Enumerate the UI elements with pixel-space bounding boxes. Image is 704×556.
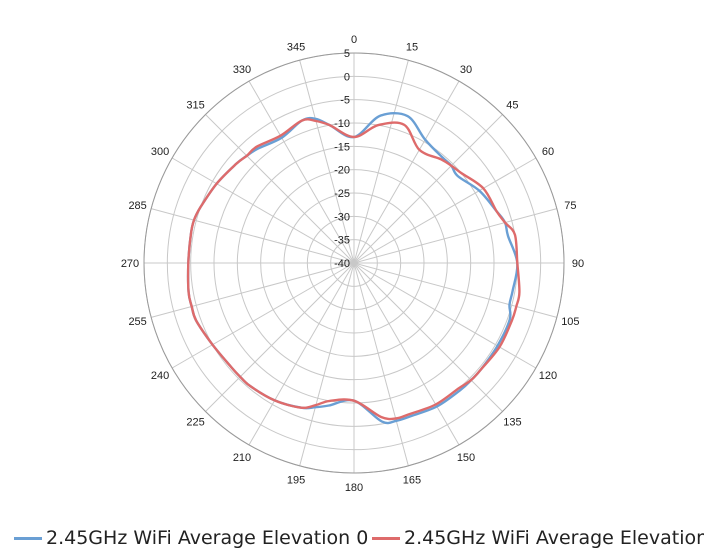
grid-spoke <box>248 80 355 264</box>
angle-tick-label: 135 <box>503 416 521 428</box>
angle-tick-label: 195 <box>287 474 305 486</box>
angle-tick-label: 300 <box>151 146 169 158</box>
grid-spoke <box>205 114 355 264</box>
grid-spoke <box>171 262 355 369</box>
radial-tick-label: -30 <box>334 211 350 223</box>
angle-tick-label: 90 <box>572 258 584 270</box>
grid-spoke <box>353 60 409 264</box>
grid-spoke <box>353 114 503 264</box>
angle-tick-label: 30 <box>460 64 472 76</box>
angle-tick-label: 105 <box>561 316 579 328</box>
angle-tick-label: 15 <box>406 42 418 54</box>
angle-tick-label: 345 <box>287 42 305 54</box>
grid-spoke <box>151 208 355 264</box>
grid-spoke <box>353 262 557 318</box>
angle-tick-label: 210 <box>233 452 251 464</box>
angle-tick-labels: 0 15 30 45 60 75 90 105 120 135 150 165 180 195 210 225… <box>121 34 584 494</box>
radial-tick-label: -35 <box>334 235 350 247</box>
grid-spoke <box>353 262 460 446</box>
radial-tick-label: -10 <box>334 118 350 130</box>
grid-spoke <box>299 60 355 264</box>
radial-tick-label: -15 <box>334 141 350 153</box>
angle-tick-label: 0 <box>351 34 357 46</box>
angle-tick-label: 240 <box>151 370 169 382</box>
legend: 2.45GHz WiFi Average Elevation 0 2.45GHz… <box>0 520 704 556</box>
angle-tick-label: 270 <box>121 258 139 270</box>
grid-spoke <box>353 208 557 264</box>
radial-tick-label: 0 <box>344 71 350 83</box>
legend-swatch-elevation-0 <box>14 536 42 540</box>
grid-spoke <box>151 262 355 318</box>
grid-outer-ring <box>143 52 565 474</box>
legend-swatch-elevation-90 <box>372 536 400 540</box>
angle-tick-label: 330 <box>233 64 251 76</box>
angle-tick-label: 315 <box>186 100 204 112</box>
grid-spoke <box>171 157 355 264</box>
angle-tick-label: 60 <box>542 146 554 158</box>
radial-tick-label: -20 <box>334 165 350 177</box>
radial-tick-label: 5 <box>344 48 350 60</box>
series-line-elevation-90 <box>186 118 521 421</box>
radial-tick-label: -25 <box>334 188 350 200</box>
grid-spoke <box>353 157 537 264</box>
angle-tick-label: 165 <box>403 474 421 486</box>
angle-tick-label: 180 <box>345 482 363 494</box>
grid-spoke <box>353 80 460 264</box>
grid-spoke <box>299 262 355 466</box>
polar-chart: 0 15 30 45 60 75 90 105 120 135 150 165 180 195 210 225… <box>121 34 584 494</box>
angle-tick-label: 255 <box>128 316 146 328</box>
radial-tick-label: -5 <box>340 95 350 107</box>
legend-label-elevation-90: 2.45GHz WiFi Average Elevation 90 <box>404 527 704 549</box>
legend-item-elevation-90: 2.45GHz WiFi Average Elevation 90 <box>372 526 704 550</box>
angle-tick-label: 285 <box>128 200 146 212</box>
radial-tick-labels: 5 0 -5 -10 -15 -20 -25 -30 -35 -40 <box>334 48 350 270</box>
angle-tick-label: 45 <box>506 100 518 112</box>
grid-spoke <box>205 262 355 412</box>
grid-spoke <box>353 262 537 369</box>
angle-tick-label: 75 <box>564 200 576 212</box>
series-layer <box>186 112 521 425</box>
legend-item-elevation-0: 2.45GHz WiFi Average Elevation 0 <box>14 526 368 550</box>
radial-tick-label: -40 <box>334 258 350 270</box>
angle-tick-label: 120 <box>539 370 557 382</box>
grid-spoke <box>353 262 409 466</box>
angle-tick-label: 225 <box>186 416 204 428</box>
angle-tick-label: 150 <box>457 452 475 464</box>
grid-spoke <box>353 262 503 412</box>
legend-label-elevation-0: 2.45GHz WiFi Average Elevation 0 <box>46 527 369 549</box>
grid-spoke <box>248 262 355 446</box>
polar-grid <box>143 52 565 474</box>
